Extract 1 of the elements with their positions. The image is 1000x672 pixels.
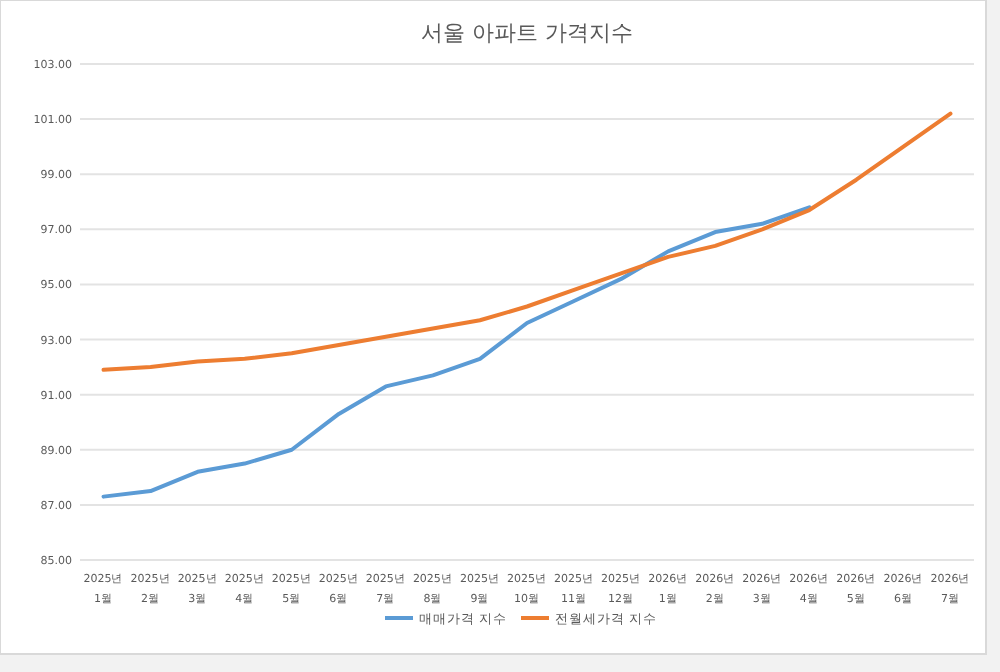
chart-title: 서울 아파트 가격지수 xyxy=(421,20,633,46)
